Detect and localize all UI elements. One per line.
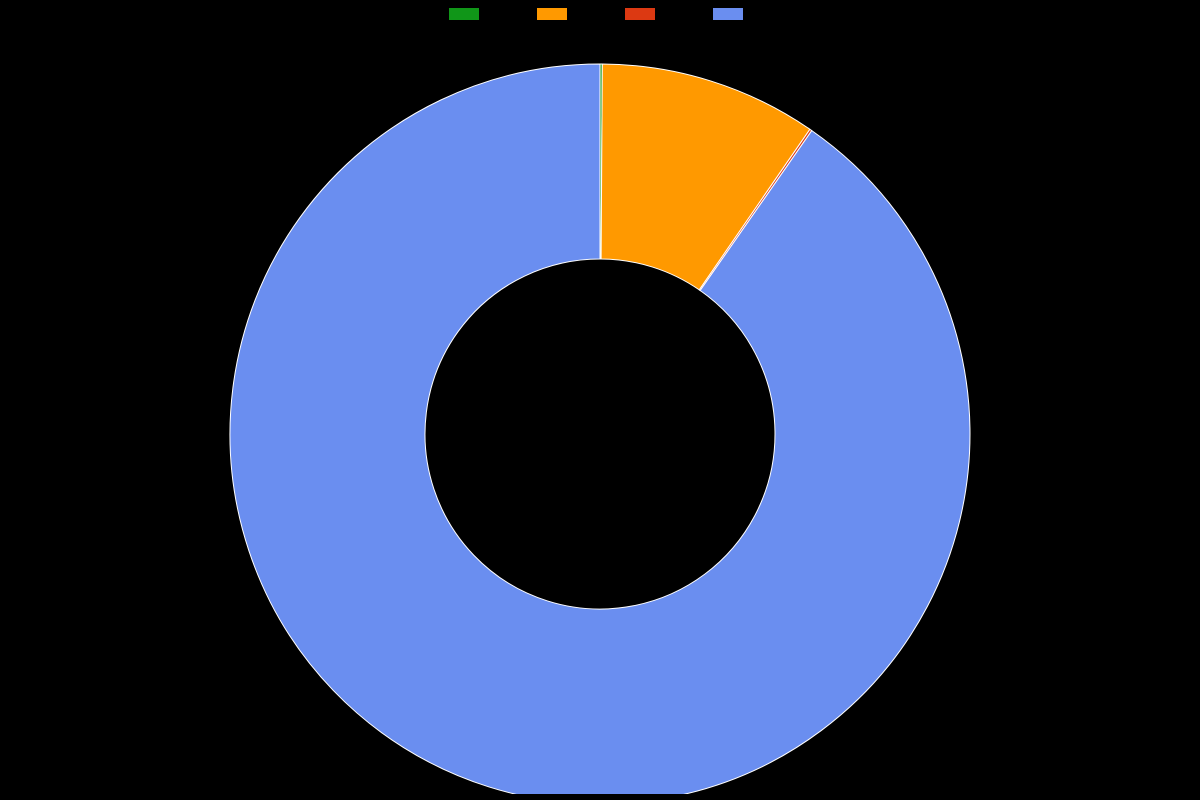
legend-item-3	[713, 8, 751, 20]
legend-item-2	[625, 8, 663, 20]
donut-chart-container	[0, 24, 1200, 794]
legend-swatch-0	[449, 8, 479, 20]
chart-legend	[0, 0, 1200, 24]
legend-swatch-2	[625, 8, 655, 20]
legend-swatch-3	[713, 8, 743, 20]
legend-item-0	[449, 8, 487, 20]
legend-item-1	[537, 8, 575, 20]
legend-swatch-1	[537, 8, 567, 20]
donut-chart	[0, 24, 1200, 794]
donut-slice-3	[230, 64, 970, 794]
